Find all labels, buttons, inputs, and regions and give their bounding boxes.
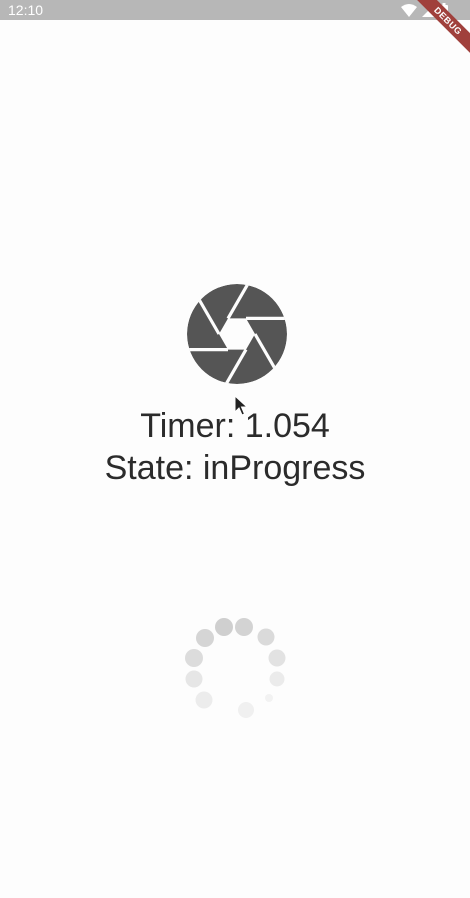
cell-signal-icon [422, 3, 435, 17]
battery-icon [440, 3, 448, 17]
status-bar: 12:10 [0, 0, 470, 20]
status-icons [401, 3, 448, 17]
loading-spinner-icon [185, 618, 286, 718]
timer-label: Timer: 1.054 [140, 407, 330, 445]
wifi-icon [401, 3, 417, 17]
mouse-cursor-icon [234, 395, 249, 416]
status-time: 12:10 [8, 2, 44, 18]
state-label: State: inProgress [104, 449, 366, 487]
camera-shutter-icon [187, 284, 287, 384]
